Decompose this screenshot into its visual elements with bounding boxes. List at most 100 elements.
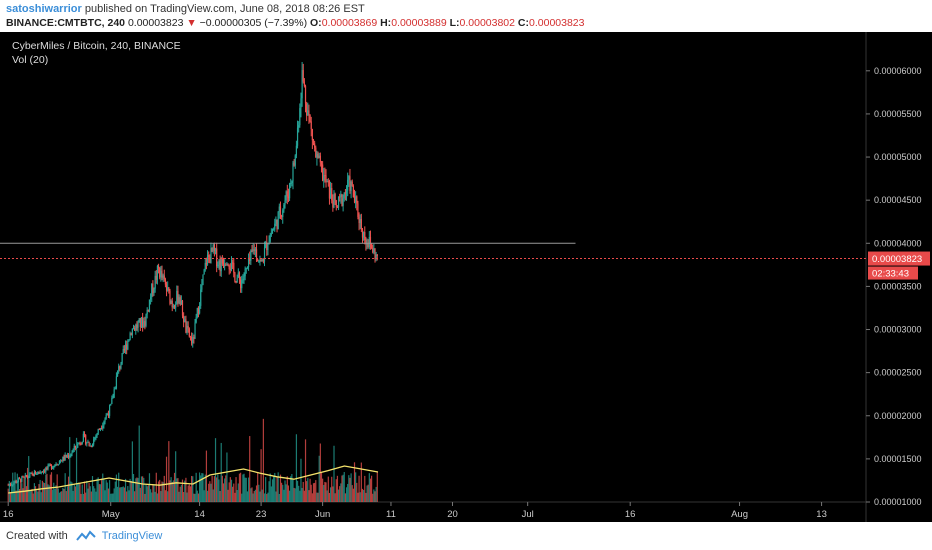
volume-bar: [328, 492, 331, 502]
candle-body: [279, 206, 282, 216]
volume-bar: [155, 472, 157, 502]
volume-bar: [320, 472, 323, 502]
candle-body: [49, 464, 51, 466]
volume-bar: [372, 493, 374, 502]
volume-bar: [247, 477, 250, 502]
x-tick-label: 11: [386, 509, 396, 520]
volume-bar: [285, 484, 287, 502]
volume-bar: [294, 488, 296, 502]
candle-body: [311, 128, 313, 141]
candle-body: [291, 181, 293, 183]
volume-bar: [86, 480, 88, 502]
candle-body: [189, 336, 192, 338]
candle-body: [86, 442, 88, 444]
volume-bar: [301, 487, 303, 502]
candle-body: [251, 250, 253, 252]
candle-body: [64, 454, 66, 460]
volume-bar: [119, 487, 121, 502]
candle-body: [285, 191, 287, 201]
volume-bar: [258, 484, 260, 502]
author-link[interactable]: satoshiwarrior: [6, 3, 82, 15]
candle-body: [187, 325, 189, 329]
x-tick-label: Jun: [315, 509, 330, 520]
candle-body: [310, 121, 312, 129]
candle-body: [306, 103, 308, 116]
volume-bar: [324, 481, 326, 502]
volume-bar: [145, 484, 147, 502]
candle-body: [148, 299, 151, 312]
candle-body: [28, 476, 30, 478]
candle-body: [260, 259, 262, 262]
volume-bar: [335, 479, 337, 502]
candle-body: [299, 108, 301, 126]
volume-bar: [139, 487, 141, 502]
candle-body: [258, 261, 260, 263]
volume-bar: [214, 438, 217, 502]
candle-body: [254, 249, 257, 251]
volume-bar: [341, 475, 343, 502]
candle-body: [204, 262, 206, 270]
volume-bar: [241, 493, 243, 502]
candle-body: [203, 269, 205, 275]
candle-body: [124, 344, 127, 351]
candle-body: [302, 70, 304, 82]
volume-bar: [351, 485, 353, 502]
volume-bar: [98, 484, 100, 502]
candle-body: [358, 216, 360, 224]
volume-bar: [65, 491, 67, 502]
candle-body: [21, 476, 23, 482]
candle-body: [153, 288, 155, 293]
plot-background: [0, 32, 866, 502]
candle-body: [9, 484, 12, 486]
volume-bar: [191, 475, 193, 502]
tradingview-link[interactable]: TradingView: [101, 530, 163, 542]
volume-bar: [37, 491, 39, 502]
volume-bar: [331, 476, 333, 502]
volume-bar: [189, 486, 192, 502]
candle-body: [99, 427, 102, 430]
candle-body: [184, 319, 186, 323]
candle-body: [350, 181, 352, 191]
volume-bar: [60, 491, 62, 502]
volume-bar: [233, 483, 235, 502]
volume-bar: [262, 418, 264, 502]
volume-bar: [276, 476, 278, 502]
volume-bar: [269, 473, 271, 502]
candle-body: [368, 237, 370, 247]
volume-bar: [8, 481, 10, 502]
volume-bar: [209, 481, 211, 502]
volume-bar: [34, 486, 37, 502]
candle-body: [230, 262, 233, 270]
candle-body: [348, 176, 350, 180]
volume-bar: [352, 488, 354, 502]
candle-body: [205, 262, 208, 265]
volume-bar: [368, 473, 370, 502]
candle-body: [369, 237, 372, 244]
price-chart[interactable]: CyberMiles / Bitcoin, 240, BINANCE Vol (…: [0, 32, 932, 522]
candle-body: [53, 465, 55, 468]
candle-body: [220, 258, 222, 272]
candle-body: [319, 155, 321, 163]
volume-bar: [25, 486, 28, 502]
candle-body: [156, 265, 159, 280]
candle-body: [78, 443, 80, 445]
volume-bar: [74, 486, 77, 502]
candle-body: [227, 264, 229, 266]
volume-bar: [288, 490, 291, 502]
candle-body: [63, 456, 65, 460]
volume-bar: [243, 473, 245, 502]
high-value: 0.00003889: [391, 17, 447, 29]
candle-body: [245, 267, 247, 269]
candle-body: [250, 250, 252, 261]
volume-bar: [152, 484, 154, 502]
candle-body: [132, 328, 135, 330]
candle-body: [198, 305, 201, 314]
volume-bar: [246, 491, 249, 502]
candle-body: [234, 272, 236, 282]
volume-bar: [221, 475, 223, 502]
x-tick-label: 14: [194, 509, 205, 520]
volume-bar: [310, 484, 312, 502]
volume-bar: [165, 456, 168, 502]
created-with-label: Created with: [6, 530, 68, 542]
candle-body: [33, 471, 36, 477]
